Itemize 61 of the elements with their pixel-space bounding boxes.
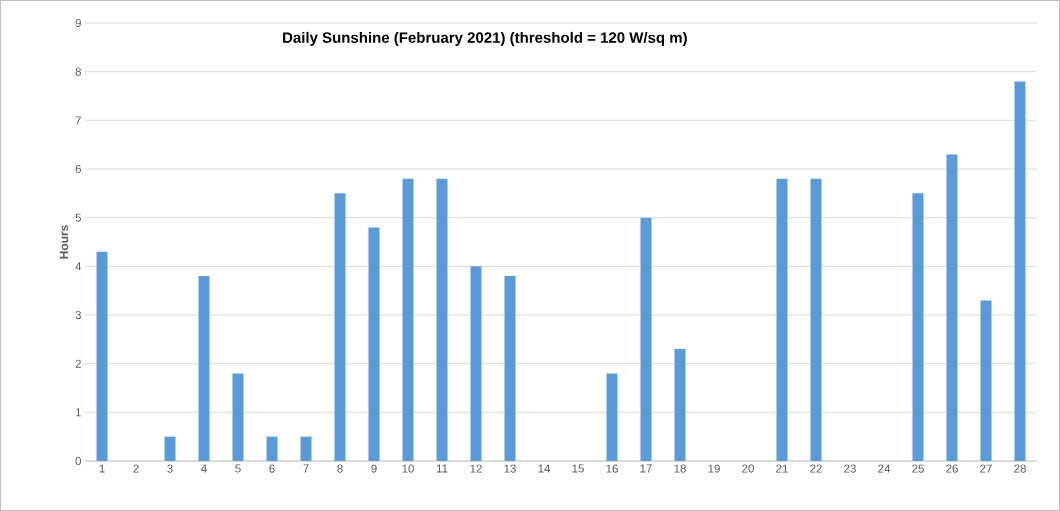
text: Daily Sunshine (February 2021) (threshold = 120 W/sq m): [283, 31, 687, 46]
bar: [436, 178, 448, 461]
x-tick-label: 5: [235, 464, 241, 473]
bar: [164, 436, 176, 461]
x-tick-label: 22: [810, 464, 822, 473]
bar: [640, 217, 652, 461]
bar: [776, 178, 788, 461]
bar: [198, 276, 210, 461]
bar: [1014, 81, 1026, 461]
bar: [266, 436, 278, 461]
bar: [300, 436, 312, 461]
x-tick-label: 17: [640, 464, 652, 473]
bar: [674, 349, 686, 461]
x-tick-label: 1: [99, 464, 105, 473]
bar: [810, 178, 822, 461]
x-tick-label: 14: [538, 464, 551, 473]
y-tick-label: 2: [75, 359, 81, 368]
bar: [912, 193, 924, 461]
x-tick-label: 11: [436, 464, 448, 473]
x-tick-label: 19: [708, 464, 720, 473]
x-tick-label: 26: [946, 464, 958, 473]
bar: [96, 251, 108, 461]
y-tick-label: 6: [75, 164, 81, 174]
x-tick-label: 7: [303, 464, 309, 473]
bar: [606, 373, 618, 461]
bar: [504, 276, 516, 461]
x-tick-label: 16: [606, 464, 618, 473]
x-tick-label: 27: [980, 464, 992, 473]
x-tick-label: 12: [470, 464, 482, 473]
x-tick-label: 28: [1014, 464, 1026, 473]
x-tick-label: 15: [572, 464, 584, 473]
y-tick-label: 8: [75, 67, 81, 76]
x-tick-label: 2: [133, 464, 139, 473]
y-tick-label: 9: [75, 18, 81, 28]
x-tick-label: 23: [844, 464, 856, 473]
x-tick-label: 10: [402, 464, 414, 473]
bar: [402, 178, 414, 461]
x-tick-label: 8: [337, 464, 343, 473]
y-axis-title: Hours: [59, 225, 69, 259]
x-tick-label: 9: [371, 464, 377, 473]
y-tick-label: 5: [75, 213, 81, 222]
x-tick-label: 13: [504, 464, 516, 473]
bar: [980, 300, 992, 461]
bar: [334, 193, 346, 461]
y-tick-label: 4: [75, 262, 82, 271]
x-tick-label: 3: [167, 464, 173, 473]
x-tick-label: 21: [776, 464, 788, 473]
bar: [368, 227, 380, 461]
y-tick-label: 3: [75, 310, 81, 320]
x-tick-label: 6: [269, 464, 275, 473]
x-tick-label: 4: [201, 464, 207, 473]
x-tick-label: 20: [742, 464, 754, 473]
bar: [470, 266, 482, 461]
y-tick-label: 0: [75, 456, 82, 466]
x-tick-label: 18: [674, 464, 686, 473]
bar: [232, 373, 244, 461]
y-tick-label: 1: [75, 408, 81, 417]
y-tick-label: 7: [75, 116, 81, 125]
x-tick-label: 24: [878, 464, 891, 473]
x-tick-label: 25: [912, 464, 924, 473]
bar: [946, 154, 958, 461]
